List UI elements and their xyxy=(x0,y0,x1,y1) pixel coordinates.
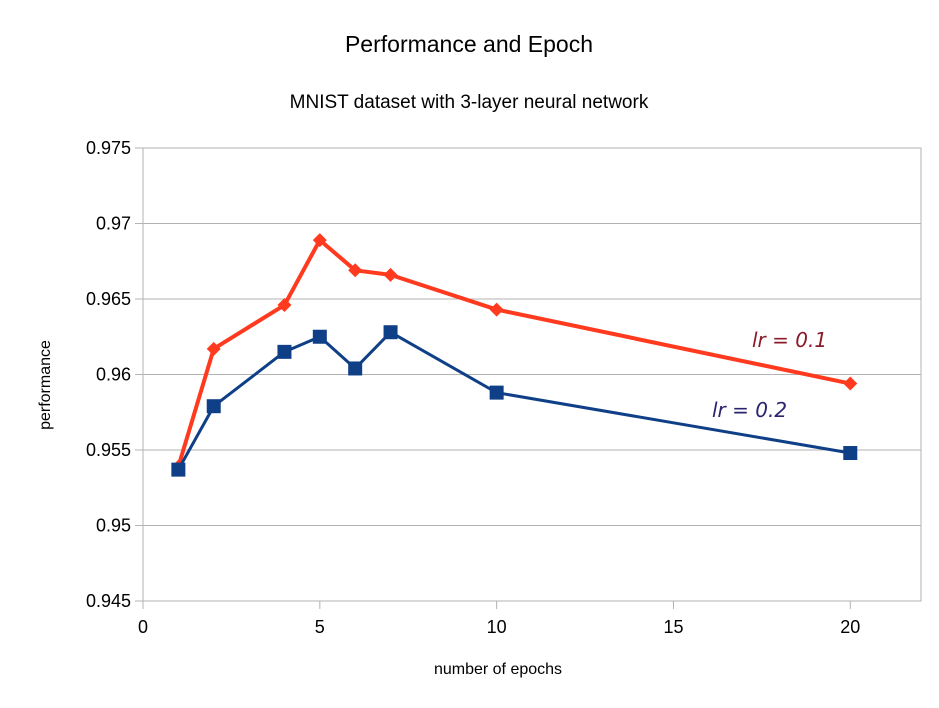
x-tick-label: 20 xyxy=(840,617,860,637)
data-point-square xyxy=(277,344,292,359)
data-point-square xyxy=(843,446,858,461)
y-axis-label: performance xyxy=(37,340,54,430)
y-tick-label: 0.975 xyxy=(86,138,131,158)
x-tick-label: 10 xyxy=(487,617,507,637)
series-1 xyxy=(171,325,858,477)
data-point-diamond xyxy=(277,298,292,313)
annotation-lr-0-2: lr = 0.2 xyxy=(712,398,787,422)
series-line xyxy=(176,238,851,468)
data-point-diamond xyxy=(206,341,221,356)
x-axis-ticks: 0 5 10 15 20 xyxy=(138,601,860,637)
x-axis-label: number of epochs xyxy=(434,661,562,678)
data-point-square xyxy=(171,462,186,477)
data-point-diamond xyxy=(348,263,363,278)
data-point-square xyxy=(348,361,363,376)
data-point-diamond xyxy=(312,233,327,248)
y-tick-label: 0.95 xyxy=(96,516,131,536)
x-tick-label: 15 xyxy=(663,617,683,637)
data-point-square xyxy=(383,325,398,340)
data-point-diamond xyxy=(489,302,504,317)
annotation-lr-0-1: lr = 0.1 xyxy=(752,328,827,352)
chart-subtitle: MNIST dataset with 3-layer neural networ… xyxy=(290,92,649,113)
x-tick-label: 0 xyxy=(138,617,148,637)
y-tick-label: 0.965 xyxy=(86,289,131,309)
data-point-diamond xyxy=(383,267,398,282)
y-tick-label: 0.96 xyxy=(96,365,131,385)
series-line xyxy=(177,330,851,471)
data-point-diamond xyxy=(843,376,858,391)
series-layer xyxy=(171,233,858,477)
data-point-square xyxy=(489,385,504,400)
y-tick-label: 0.955 xyxy=(86,440,131,460)
data-point-square xyxy=(312,329,327,344)
y-axis-ticks: 0.945 0.95 0.955 0.96 0.965 0.97 0.975 xyxy=(86,138,143,611)
y-tick-label: 0.945 xyxy=(86,591,131,611)
chart-title: Performance and Epoch xyxy=(345,31,593,57)
data-point-square xyxy=(206,399,221,414)
x-tick-label: 5 xyxy=(315,617,325,637)
y-tick-label: 0.97 xyxy=(96,214,131,234)
